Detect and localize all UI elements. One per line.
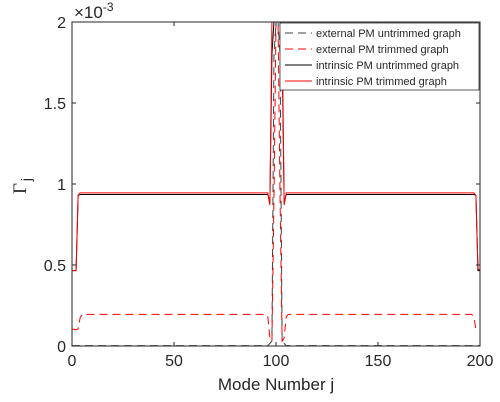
x-tick-label: 150 bbox=[365, 353, 392, 370]
tick-layer: 0 50 100 150 200 0 0.5 1 1.5 2 bbox=[44, 15, 494, 370]
x-tick-label: 0 bbox=[68, 353, 77, 370]
y-axis-subscript: j bbox=[18, 178, 34, 182]
y-tick-label: 1.5 bbox=[44, 96, 66, 113]
series-line-1 bbox=[72, 22, 480, 346]
y-tick-label: 0 bbox=[57, 339, 66, 356]
legend-label-4: intrinsic PM trimmed graph bbox=[316, 76, 447, 88]
legend-label-2: external PM trimmed graph bbox=[316, 44, 449, 56]
y-tick-label: 2 bbox=[57, 15, 66, 32]
series-line-3 bbox=[72, 22, 480, 272]
y-exponent-power: -3 bbox=[103, 0, 114, 14]
legend: external PM untrimmed graph external PM t… bbox=[279, 22, 480, 91]
y-axis-title: Γj bbox=[10, 178, 34, 194]
y-axis-symbol: Γ bbox=[10, 183, 31, 194]
y-tick-label: 1 bbox=[57, 177, 66, 194]
y-tick-label: 0.5 bbox=[44, 258, 66, 275]
series-line-4 bbox=[72, 22, 480, 272]
series-line-2 bbox=[72, 22, 480, 343]
x-tick-label: 50 bbox=[165, 353, 183, 370]
y-exponent-base: ×10 bbox=[74, 3, 103, 22]
x-tick-label: 100 bbox=[263, 353, 290, 370]
series-layer bbox=[72, 22, 480, 346]
x-axis-title: Mode Number j bbox=[218, 375, 334, 394]
legend-entries: external PM untrimmed graph external PM t… bbox=[285, 28, 461, 88]
legend-label-1: external PM untrimmed graph bbox=[316, 28, 461, 40]
y-exponent-label: ×10-3 bbox=[74, 0, 114, 22]
legend-box bbox=[279, 22, 480, 91]
x-tick-label: 200 bbox=[467, 353, 494, 370]
legend-label-3: intrinsic PM untrimmed graph bbox=[316, 60, 459, 72]
